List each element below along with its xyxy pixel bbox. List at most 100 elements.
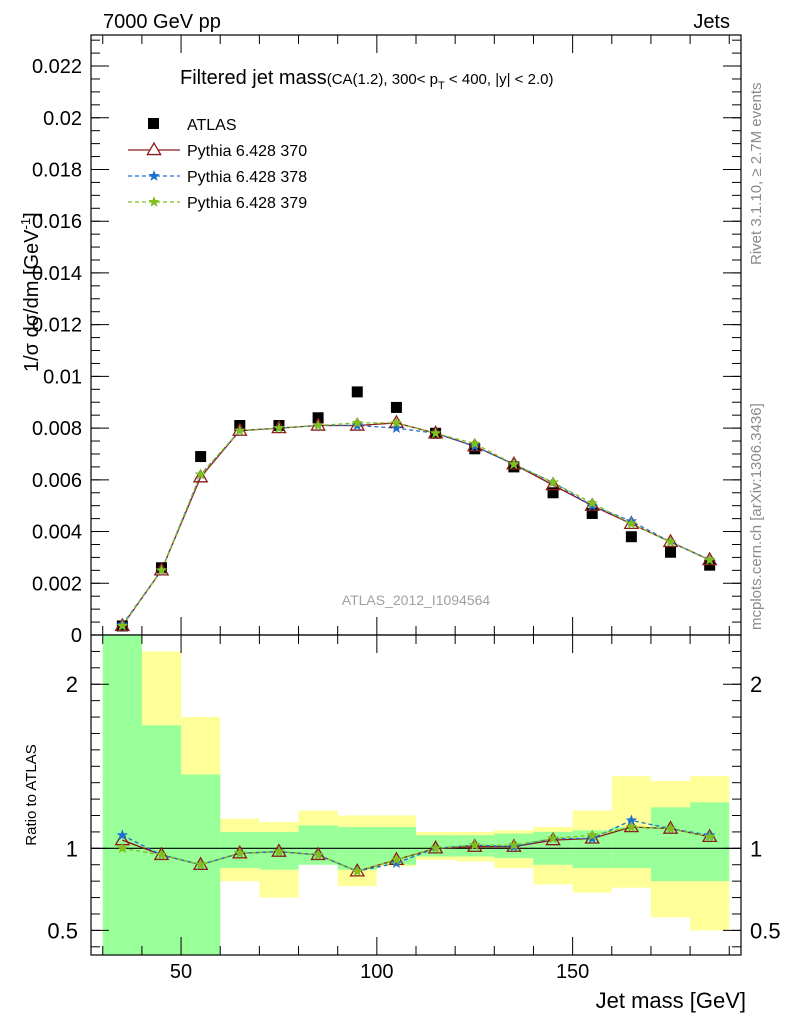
ratio-ytick-label-right: 2 xyxy=(750,672,762,697)
atlas-point xyxy=(665,546,677,558)
pythia-379-point xyxy=(429,427,442,439)
ratio-pythia-379-point xyxy=(547,832,559,844)
main-ytick-label: 0 xyxy=(71,625,82,647)
pythia-379-point xyxy=(704,554,716,565)
pythia-370-point xyxy=(192,468,209,483)
atlas-point xyxy=(469,443,481,455)
ratio-pythia-379-point xyxy=(194,858,207,870)
jets-label: Jets xyxy=(693,11,730,33)
legend-entry-pythia-370: Pythia 6.428 370 xyxy=(187,143,307,160)
atlas-point xyxy=(390,401,402,413)
atlas-point xyxy=(586,507,598,519)
legend-entry-pythia-378: Pythia 6.428 378 xyxy=(187,169,307,186)
pythia-379-point xyxy=(664,535,677,547)
ratio-pythia-379-point xyxy=(351,865,363,877)
ratio-pythia-378-point xyxy=(625,814,638,826)
ratio-panel: 0.5 0.5 1 1 2 2 50 100 150 Ratio to ATLAS Jet ma… xyxy=(23,634,781,1013)
main-ytick-label: 0.012 xyxy=(32,315,82,337)
pythia-379-point xyxy=(351,416,363,428)
main-ytick-label: 0.014 xyxy=(32,263,82,285)
main-panel: 0 0.002 0.004 0.006 0.008 0.01 0.012 0.014 0.016… xyxy=(18,34,742,647)
atlas-point xyxy=(547,487,559,499)
ratio-pythia-379-point xyxy=(429,842,442,854)
pythia-379-point xyxy=(586,497,598,508)
ratio-ytick-label: 0.5 xyxy=(47,918,78,943)
main-ytick-label: 0.002 xyxy=(32,573,82,595)
plot-title: Filtered jet mass(CA(1.2), 300< pT < 400… xyxy=(180,67,553,92)
x-tick-label: 150 xyxy=(556,961,589,983)
pythia-379-point xyxy=(194,468,207,480)
ratio-pythia-379-point xyxy=(155,848,168,860)
ratio-pythia-379-point xyxy=(273,845,285,857)
atlas-point xyxy=(195,451,207,463)
main-ytick-label: 0.022 xyxy=(32,56,82,78)
ratio-pythia-379-point xyxy=(508,839,520,850)
legend-entry-atlas: ATLAS xyxy=(187,117,237,134)
ratio-ytick-label: 1 xyxy=(66,836,78,861)
uncertainty-band-inner xyxy=(141,725,182,955)
ratio-pythia-379-point xyxy=(625,821,638,832)
pythia-379-point xyxy=(312,419,324,431)
legend-378-marker xyxy=(148,170,160,181)
ratio-ytick-label: 2 xyxy=(66,672,78,697)
main-ylabel: 1/σ dσ/dm [GeV-1] xyxy=(18,212,43,372)
ratio-pythia-379-point xyxy=(704,830,716,842)
rivet-label: Rivet 3.1.10, ≥ 2.7M events xyxy=(748,83,765,266)
ratio-line-pythia-379 xyxy=(122,826,710,872)
ratio-pythia-379-point xyxy=(390,853,403,865)
ratio-pythia-379-point xyxy=(312,848,324,860)
main-ytick-label: 0.016 xyxy=(32,211,82,233)
ratio-pythia-378-point xyxy=(390,857,403,868)
legend: ATLAS Pythia 6.428 370 Pythia 6.428 378 … xyxy=(128,117,307,212)
ratio-pythia-379-point xyxy=(664,822,677,834)
x-axis-label: Jet mass [GeV] xyxy=(596,988,746,1013)
pythia-379-point xyxy=(508,458,520,470)
ratio-pythia-379-point xyxy=(116,842,128,854)
uncertainty-band-inner xyxy=(298,825,338,865)
pythia-379-point xyxy=(625,517,638,529)
main-ytick-label: 0.01 xyxy=(43,366,82,388)
mcplots-label: mcplots.cern.ch [arXiv:1306.3436] xyxy=(748,403,765,630)
main-ytick-label: 0.008 xyxy=(32,418,82,440)
line-pythia-378 xyxy=(121,424,710,626)
pythia-379-point xyxy=(390,416,403,428)
analysis-tag: ATLAS_2012_I1094564 xyxy=(342,592,491,608)
collision-label: 7000 GeV pp xyxy=(103,11,221,33)
ratio-pythia-378-point xyxy=(586,832,598,844)
legend-entry-pythia-379: Pythia 6.428 379 xyxy=(187,195,307,212)
ratio-pythia-378-point xyxy=(116,829,128,841)
ratio-ytick-label-right: 0.5 xyxy=(750,918,781,943)
uncertainty-band-inner xyxy=(611,827,651,869)
legend-370-marker xyxy=(146,141,162,156)
main-ytick-label: 0.018 xyxy=(32,159,82,181)
pythia-379-point xyxy=(547,476,559,488)
ratio-line-pythia-378 xyxy=(122,819,710,872)
pythia-379-point xyxy=(234,424,246,436)
pythia-379-point xyxy=(469,437,481,449)
ratio-pythia-379-point xyxy=(469,839,481,850)
pythia-379-point xyxy=(116,619,128,631)
uncertainty-band-inner xyxy=(102,635,142,955)
x-tick-label: 50 xyxy=(170,961,192,983)
main-ytick-label: 0.02 xyxy=(43,108,82,130)
main-ytick-label: 0.004 xyxy=(32,522,82,544)
atlas-point xyxy=(351,386,363,398)
ratio-ytick-label-right: 1 xyxy=(750,836,762,861)
ratio-pythia-370-point xyxy=(545,831,561,846)
x-tick-label: 100 xyxy=(360,961,393,983)
uncertainty-band-inner xyxy=(650,807,691,882)
ratio-ylabel: Ratio to ATLAS xyxy=(23,744,40,845)
ratio-pythia-370-point xyxy=(466,838,483,852)
pythia-379-point xyxy=(273,422,285,433)
legend-379-marker xyxy=(148,196,160,207)
line-pythia-379 xyxy=(121,422,710,627)
atlas-point xyxy=(508,461,520,473)
pythia-370-point xyxy=(545,476,561,491)
pythia-379-point xyxy=(155,564,168,576)
ratio-pythia-379-point xyxy=(586,829,598,841)
pythia-378-point xyxy=(390,422,403,433)
atlas-point xyxy=(625,531,637,543)
main-ytick-label: 0.006 xyxy=(32,470,82,492)
legend-atlas-marker xyxy=(148,118,159,129)
